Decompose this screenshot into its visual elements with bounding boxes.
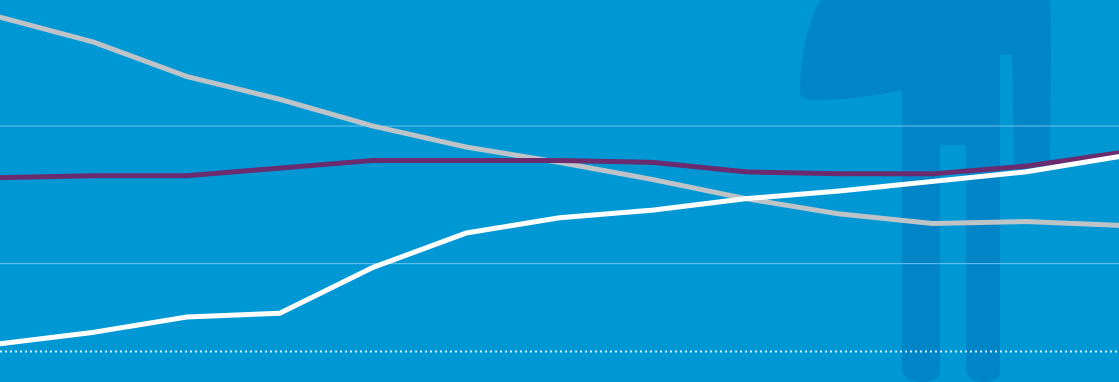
standing-person-icon	[800, 0, 1051, 382]
gridlines	[0, 125, 1119, 265]
series-white	[0, 154, 1119, 347]
data-series	[0, 14, 1119, 347]
series-purple	[0, 150, 1119, 181]
